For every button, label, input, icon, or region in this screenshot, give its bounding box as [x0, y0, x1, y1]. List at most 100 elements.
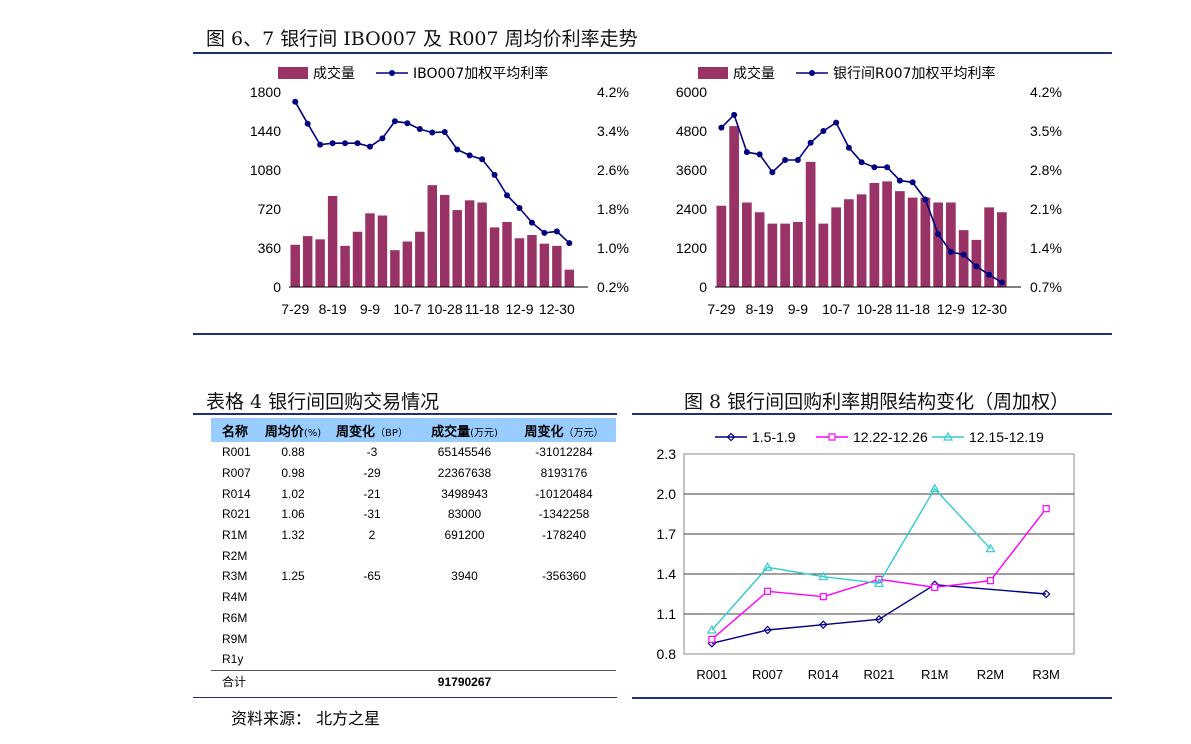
table-cell: 1.02	[281, 486, 305, 501]
series-marker-triangle	[762, 562, 773, 571]
y-tick-label: 0.8	[657, 646, 677, 662]
volume-bar	[844, 199, 854, 287]
y-left-tick-label: 1440	[250, 123, 281, 139]
y-right-tick-label: 4.2%	[597, 84, 629, 100]
rate-point	[391, 118, 398, 125]
table4-bottom-rule	[193, 697, 617, 698]
table-cell	[259, 649, 327, 670]
rate-point	[466, 152, 473, 159]
table-cell: 91790267	[417, 669, 512, 693]
table-cell: R6M	[222, 610, 248, 625]
y-right-tick-label: 1.8%	[597, 201, 629, 217]
series-marker-triangle	[929, 483, 940, 493]
volume-bar	[464, 200, 475, 287]
y-left-tick-label: 0	[699, 279, 707, 295]
fig8-title: 图 8 银行间回购利率期限结构变化（周加权）	[684, 391, 1070, 413]
volume-bar	[920, 197, 931, 287]
rate-point	[441, 128, 448, 135]
header-unit: (万元)	[470, 427, 498, 439]
x-tick-label: R021	[863, 667, 894, 682]
volume-bar	[290, 244, 300, 287]
rate-point	[429, 129, 436, 136]
table-cell	[417, 628, 512, 649]
y-tick-label: 1.1	[657, 606, 677, 622]
table-row: R014 1.02 -21 3498943 -10120484	[211, 483, 616, 504]
series-marker-triangle	[873, 578, 885, 587]
volume-bar	[754, 212, 765, 287]
rate-point	[794, 156, 801, 163]
table-cell: -21	[363, 486, 381, 501]
x-tick-label: R007	[752, 667, 783, 682]
volume-bar	[402, 241, 413, 287]
series-marker-square	[1042, 505, 1050, 513]
table-cell: -31012284	[535, 445, 593, 460]
table-header-cell: 周均价(%)	[259, 418, 327, 442]
x-tick-label: 12-9	[505, 301, 533, 317]
volume-bar	[793, 222, 803, 287]
table-cell: R1y	[222, 652, 244, 667]
table-row: R021 1.06 -31 83000 -1342258	[211, 504, 616, 525]
rate-point	[960, 251, 967, 258]
y-right-tick-label: 3.5%	[1030, 123, 1062, 139]
table-cell: 3498943	[441, 486, 488, 501]
x-tick-label: R3M	[1032, 667, 1059, 682]
table-cell	[259, 587, 327, 608]
chart-term-structure: 0.8 1.1 1.4 1.7 2.0 2.3 R001 R007 R014 R021 R1M R2M…	[657, 429, 1075, 682]
table-cell	[512, 587, 616, 608]
rate-point	[909, 179, 916, 186]
y-left-tick-label: 4800	[676, 123, 707, 139]
y-right-tick-label: 2.6%	[597, 162, 629, 178]
header-unit: （BP）	[375, 427, 408, 439]
series-marker-diamond	[1041, 589, 1051, 599]
volume-bar	[439, 194, 450, 287]
y-left-tick-label: 1080	[250, 162, 281, 178]
rate-point	[833, 119, 840, 126]
table-cell: R4M	[222, 590, 248, 605]
rate-point	[516, 205, 523, 212]
volume-bar	[946, 202, 956, 287]
table-row: R1y	[211, 649, 616, 670]
table-cell	[417, 587, 512, 608]
table-cell	[512, 669, 616, 693]
x-tick-label: 12-30	[539, 301, 575, 317]
rate-point	[820, 128, 827, 134]
y-right-tick-label: 1.0%	[597, 240, 629, 256]
volume-bar	[958, 230, 969, 287]
table-cell: -31	[363, 507, 381, 522]
x-tick-label: 10-28	[856, 301, 892, 317]
table-cell	[327, 628, 417, 649]
rate-point	[998, 279, 1005, 286]
rate-point	[986, 271, 993, 278]
volume-bar	[895, 191, 905, 287]
rate-point	[366, 143, 373, 150]
series-line	[711, 583, 1047, 644]
volume-bar	[365, 213, 375, 287]
x-tick-label: 11-18	[895, 301, 930, 317]
volume-bar	[564, 269, 575, 287]
table-row: R1M 1.32 2 691200 -178240	[211, 525, 616, 546]
table-cell	[327, 669, 417, 693]
table-total-row: 合计 91790267	[211, 669, 616, 693]
table-cell: -3	[366, 445, 378, 460]
volume-bar	[489, 227, 500, 287]
legend-label: 12.15-12.19	[969, 429, 1044, 445]
rate-point	[379, 135, 386, 142]
table4-title: 表格 4 银行间回购交易情况	[206, 391, 440, 413]
y-tick-label: 2.0	[657, 486, 677, 502]
rate-point	[317, 141, 324, 148]
table-row: R9M	[211, 628, 616, 649]
table-cell: 0.88	[281, 445, 305, 460]
rate-point	[896, 177, 903, 184]
y-left-tick-label: 360	[258, 240, 282, 256]
x-tick-label: 11-18	[465, 301, 500, 317]
volume-bar	[502, 222, 512, 287]
table-cell: -1342258	[538, 507, 590, 522]
volume-bar	[716, 205, 727, 287]
volume-bar	[527, 235, 537, 287]
rate-point	[528, 219, 535, 226]
x-tick-label: 8-19	[746, 301, 774, 317]
series-marker-diamond	[763, 625, 772, 635]
x-tick-label: 12-30	[971, 301, 1007, 317]
rate-point	[871, 164, 878, 171]
rate-point	[304, 120, 311, 127]
